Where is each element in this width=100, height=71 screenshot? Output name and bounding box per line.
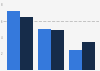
Bar — [69, 50, 82, 70]
Bar — [51, 30, 64, 70]
Bar — [7, 11, 20, 70]
Bar — [20, 17, 33, 70]
Bar — [38, 29, 51, 70]
Bar — [82, 42, 95, 70]
